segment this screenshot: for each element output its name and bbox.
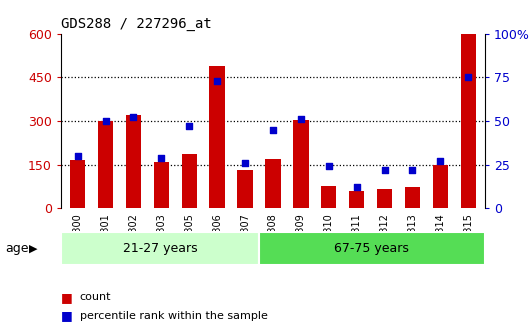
- Text: percentile rank within the sample: percentile rank within the sample: [80, 311, 267, 321]
- Bar: [70, 160, 85, 208]
- Text: age: age: [5, 242, 29, 255]
- Text: GDS288 / 227296_at: GDS288 / 227296_at: [61, 17, 211, 31]
- Point: [381, 167, 389, 173]
- Text: ▶: ▶: [29, 244, 38, 254]
- Bar: [126, 115, 141, 208]
- Bar: [154, 162, 169, 208]
- Text: ■: ■: [61, 291, 73, 304]
- Bar: [293, 120, 308, 208]
- Bar: [432, 165, 448, 208]
- Point: [297, 117, 305, 122]
- Point: [185, 124, 193, 129]
- Point: [157, 155, 165, 160]
- Point: [213, 78, 222, 83]
- Point: [408, 167, 417, 173]
- Point: [269, 127, 277, 132]
- Point: [436, 159, 445, 164]
- Bar: [98, 121, 113, 208]
- Text: count: count: [80, 292, 111, 302]
- Point: [324, 164, 333, 169]
- Text: ■: ■: [61, 309, 73, 322]
- Point: [464, 75, 472, 80]
- Bar: [349, 191, 364, 208]
- Bar: [405, 187, 420, 208]
- Point: [352, 185, 361, 190]
- Point: [241, 160, 249, 166]
- Bar: [377, 188, 392, 208]
- Point: [74, 153, 82, 159]
- Bar: [61, 232, 259, 265]
- Point: [101, 118, 110, 124]
- Bar: [259, 232, 485, 265]
- Bar: [237, 170, 253, 208]
- Text: 67-75 years: 67-75 years: [334, 242, 409, 255]
- Bar: [321, 186, 337, 208]
- Bar: [182, 155, 197, 208]
- Bar: [461, 34, 476, 208]
- Bar: [266, 159, 280, 208]
- Point: [129, 115, 138, 120]
- Text: 21-27 years: 21-27 years: [122, 242, 197, 255]
- Bar: [209, 66, 225, 208]
